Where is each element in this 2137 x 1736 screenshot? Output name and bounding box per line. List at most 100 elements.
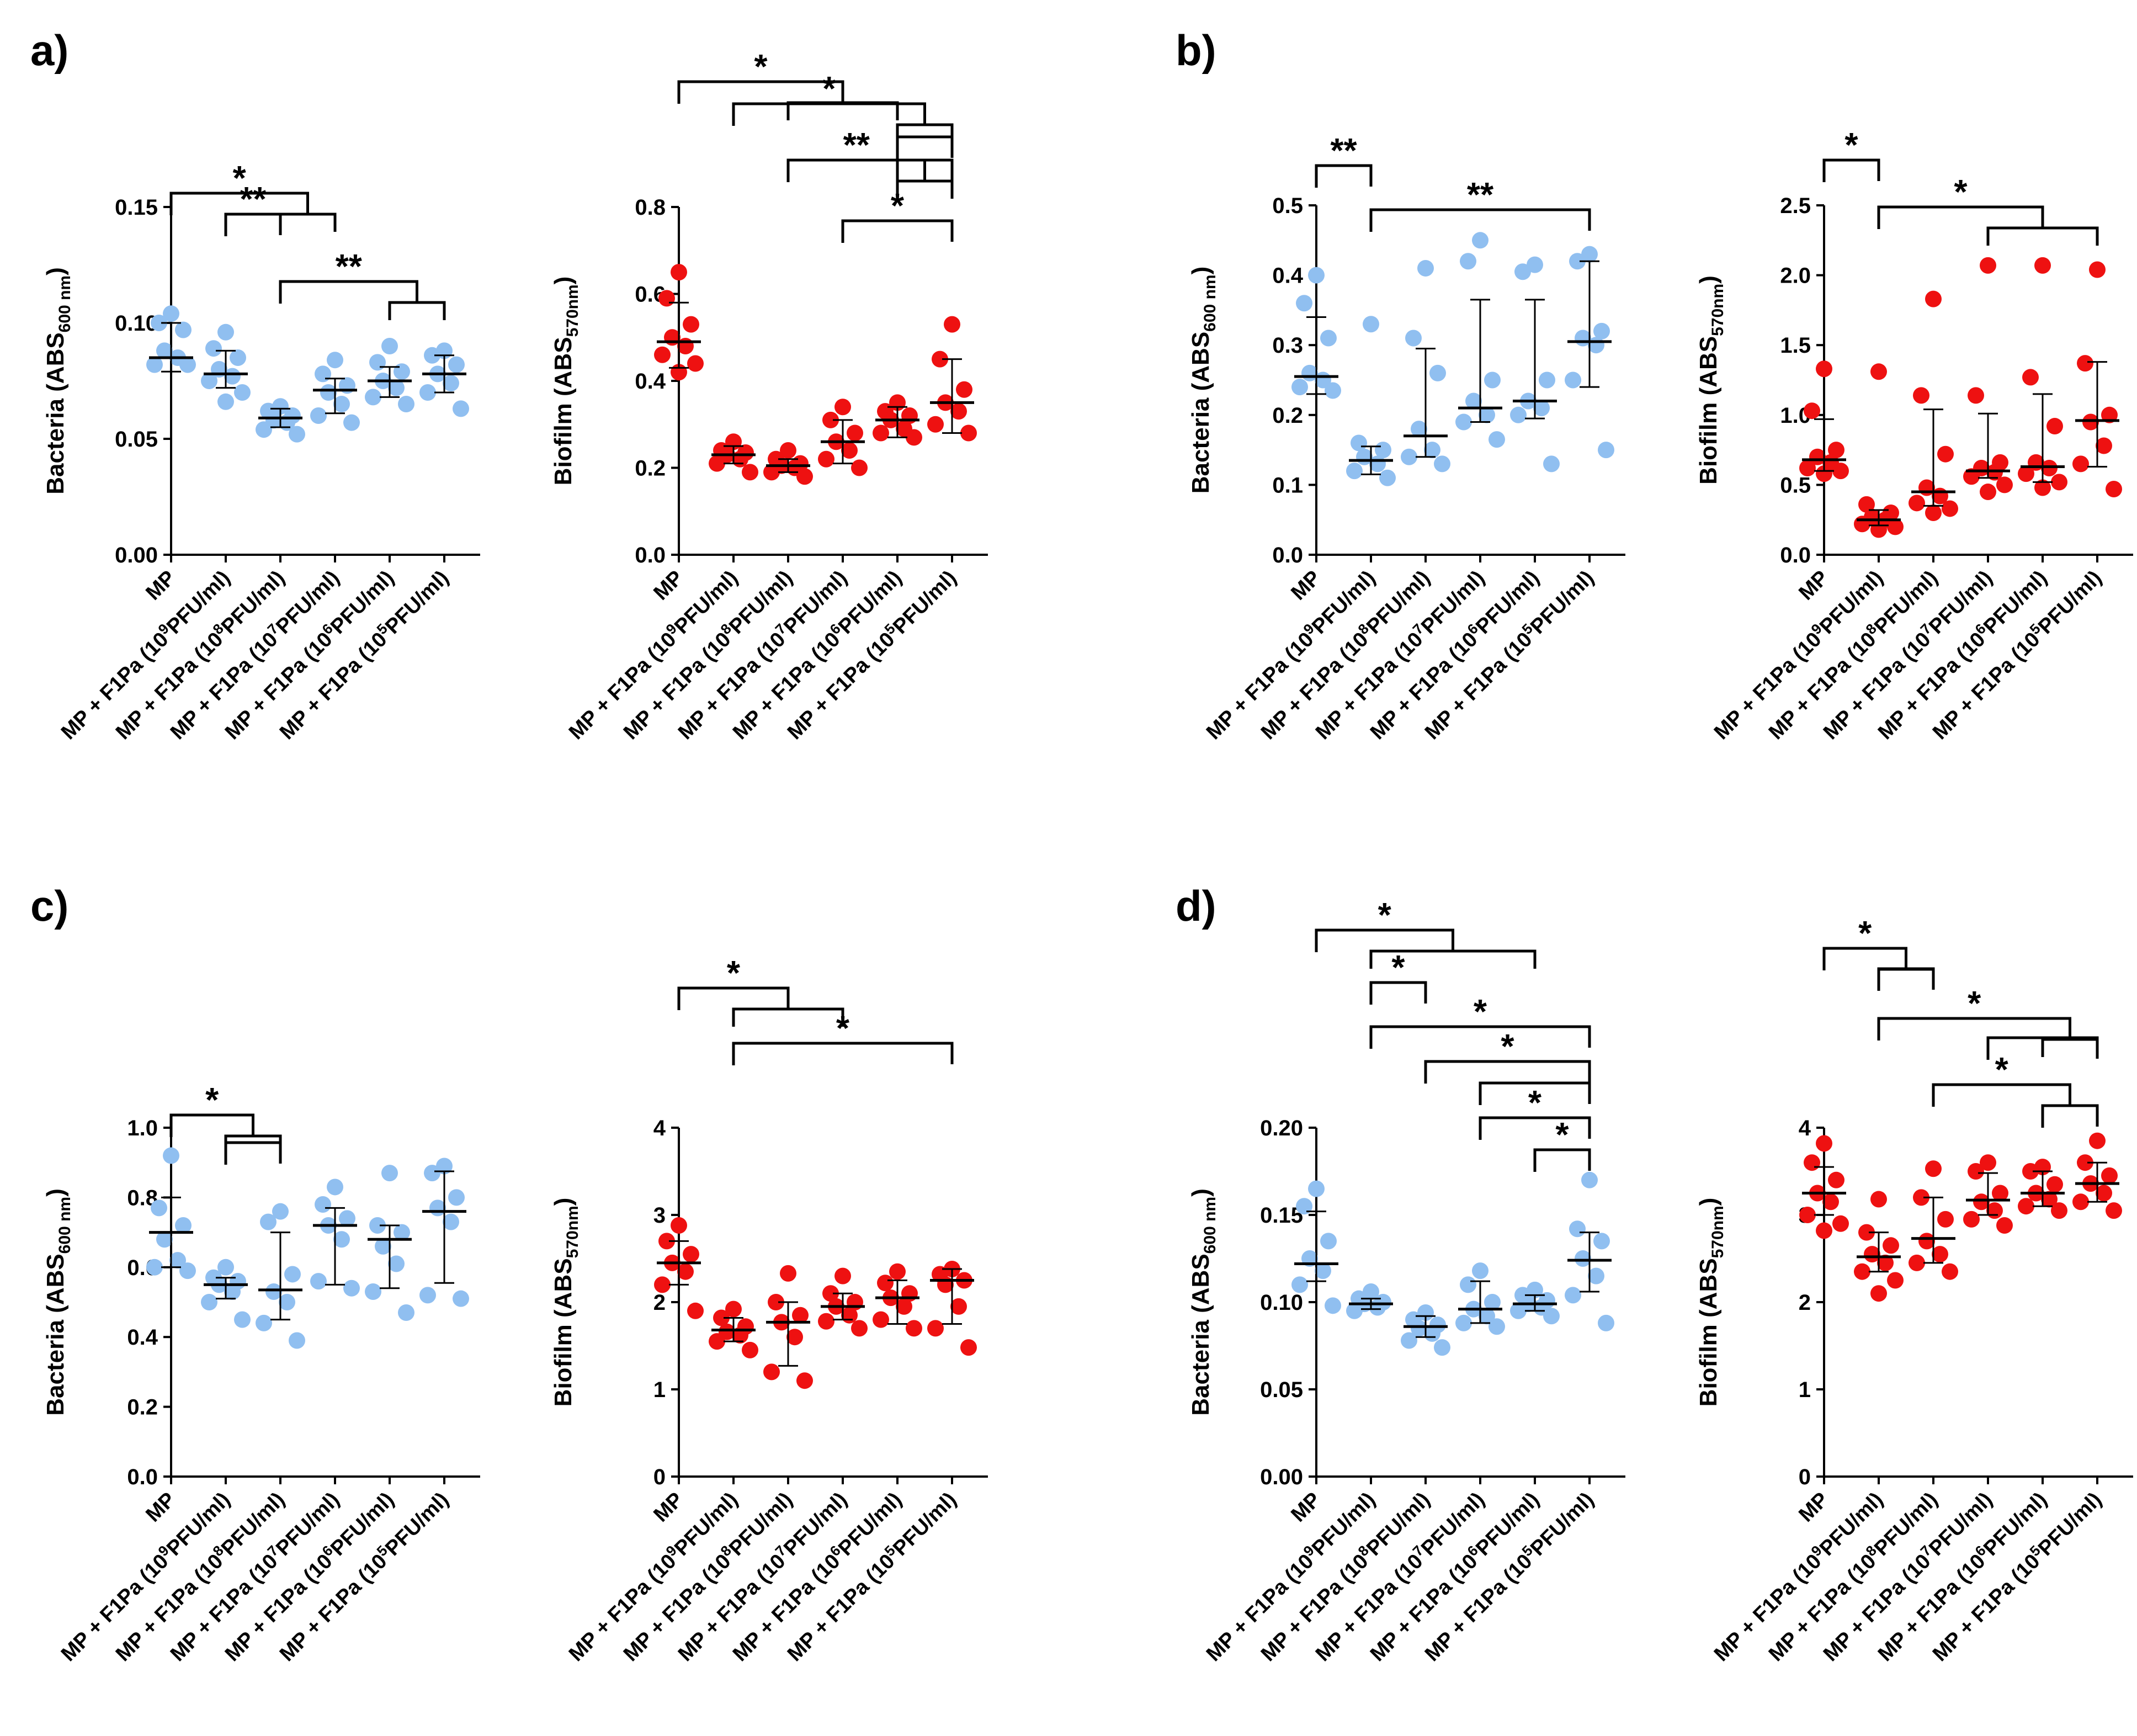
data-point — [1325, 1297, 1341, 1314]
data-point — [671, 264, 687, 281]
data-point — [792, 1307, 809, 1324]
data-point — [398, 396, 414, 412]
panel-label-a: a) — [30, 26, 68, 75]
data-point — [1816, 1222, 1832, 1239]
data-point — [742, 1341, 758, 1358]
data-point — [2101, 406, 2118, 423]
data-point — [1816, 360, 1832, 378]
data-point — [1346, 463, 1363, 480]
data-point — [768, 1294, 784, 1310]
data-point — [381, 1165, 398, 1182]
data-point — [320, 384, 337, 401]
data-point — [256, 1314, 272, 1331]
data-point — [1575, 1250, 1591, 1267]
data-point — [1543, 1308, 1560, 1325]
data-point — [818, 1313, 834, 1330]
data-point — [388, 1255, 405, 1272]
significance-bracket — [732, 1042, 954, 1065]
data-point — [394, 1224, 410, 1241]
data-point — [175, 1217, 192, 1234]
data-point — [873, 424, 889, 442]
data-point — [1320, 330, 1337, 347]
data-point — [654, 1276, 671, 1293]
category-label: MP — [1287, 1488, 1325, 1527]
data-point — [1484, 1294, 1501, 1310]
data-point — [654, 346, 671, 363]
significance-star: * — [1378, 896, 1392, 935]
data-point — [1593, 322, 1610, 339]
data-point — [1887, 1272, 1904, 1289]
y-tick-label: 0.05 — [115, 427, 158, 452]
data-point — [315, 1196, 331, 1213]
data-point — [1489, 1318, 1505, 1335]
data-point — [906, 1320, 922, 1337]
data-point — [1296, 1198, 1312, 1215]
y-tick-label: 4 — [1799, 1116, 1811, 1140]
data-point — [1909, 495, 1925, 512]
significance-star: * — [1501, 1028, 1514, 1066]
y-axis-title: Biofilm (ABS570nm) — [1695, 1198, 1727, 1407]
data-point — [230, 349, 246, 366]
significance-bracket — [1479, 1116, 1591, 1140]
data-point — [1963, 468, 1980, 485]
data-point — [339, 1210, 355, 1227]
significance-bracket — [1369, 208, 1591, 232]
data-point — [2018, 465, 2034, 482]
data-point — [424, 347, 440, 364]
significance-bracket — [224, 213, 282, 236]
data-point — [2096, 437, 2112, 454]
data-point — [2051, 474, 2067, 491]
data-point — [424, 1165, 440, 1182]
panel-label-b: b) — [1176, 26, 1216, 75]
significance-star: ** — [1467, 176, 1494, 214]
data-point — [796, 468, 813, 485]
y-tick-label: 0.0 — [1780, 543, 1811, 567]
data-point — [851, 459, 868, 476]
y-tick-label: 4 — [653, 1116, 666, 1140]
y-tick-label: 0.4 — [635, 369, 666, 394]
data-point — [2022, 369, 2039, 386]
y-axis-title: Biofilm (ABS570nm) — [1695, 275, 1727, 485]
data-point — [419, 384, 436, 401]
significance-star: * — [1391, 949, 1405, 987]
data-point — [327, 1178, 343, 1196]
data-point — [818, 450, 834, 468]
data-point — [1968, 1163, 1984, 1180]
data-point — [163, 1147, 179, 1164]
data-point — [224, 368, 241, 385]
data-point — [146, 1259, 163, 1276]
data-point — [1379, 469, 1396, 486]
y-tick-label: 0.20 — [1260, 1116, 1303, 1140]
significance-bracket — [841, 219, 954, 243]
y-tick-label: 0.0 — [635, 543, 666, 567]
significance-star: ** — [1330, 132, 1357, 170]
data-point — [1980, 1154, 1996, 1171]
data-point — [1581, 246, 1598, 263]
data-point — [1822, 1193, 1839, 1211]
data-point — [1937, 445, 1954, 463]
data-point — [1828, 1171, 1844, 1188]
significance-star: * — [836, 1010, 850, 1048]
y-axis-title: Biofilm (ABS570nm) — [550, 1198, 582, 1407]
data-point — [1484, 371, 1501, 389]
data-point — [1913, 1189, 1929, 1206]
data-point — [1883, 1237, 1899, 1254]
data-point — [1799, 1207, 1816, 1223]
data-point — [343, 414, 360, 431]
data-point — [1992, 1185, 2008, 1202]
data-point — [224, 1283, 241, 1300]
subplot-d-bacteria: 0.00 0.05 0.10 0.15 0.20 Bacteria (ABS600 nm)… — [1187, 896, 1625, 1666]
data-point — [1858, 496, 1875, 513]
significance-bracket — [2041, 1104, 2099, 1128]
data-point — [742, 464, 758, 481]
data-point — [1510, 406, 1527, 423]
data-point — [369, 1217, 386, 1234]
significance-bracket — [786, 158, 926, 182]
data-point — [169, 1252, 186, 1269]
data-point — [2034, 257, 2051, 274]
category-label: MP — [1287, 566, 1325, 605]
data-point — [1296, 295, 1312, 312]
data-point — [205, 340, 222, 357]
significance-bracket — [896, 158, 954, 182]
